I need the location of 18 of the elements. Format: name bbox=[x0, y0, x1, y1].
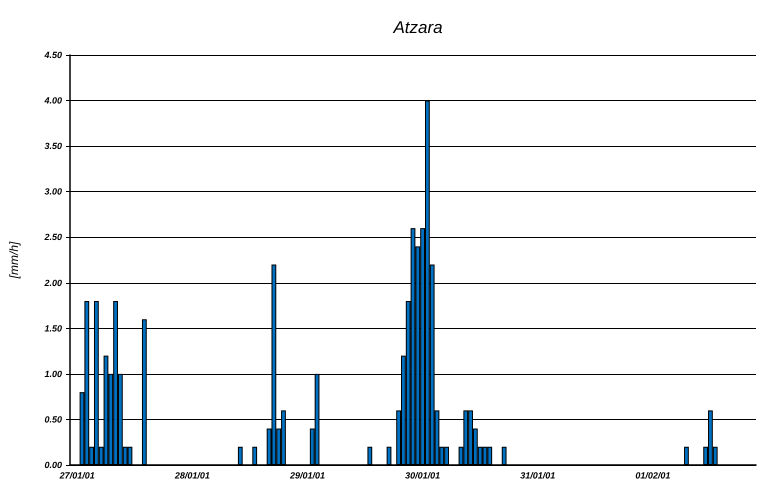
y-tick-label: 2.00 bbox=[43, 278, 62, 288]
x-tick-label: 30/01/01 bbox=[405, 470, 440, 480]
x-tick-label: 29/01/01 bbox=[288, 470, 325, 480]
x-tick-label: 01/02/01 bbox=[635, 470, 670, 480]
x-tick-label: 27/01/01 bbox=[58, 470, 95, 480]
y-tick-label: 1.00 bbox=[44, 368, 62, 379]
y-tick-label: 1.50 bbox=[44, 323, 62, 334]
chart-title: Atzara bbox=[392, 18, 443, 37]
x-tick-label: 28/01/01 bbox=[174, 470, 210, 480]
y-tick-label: 4.00 bbox=[43, 96, 62, 106]
y-tick-label: 2.50 bbox=[43, 232, 62, 242]
y-tick-label: 3.50 bbox=[44, 141, 62, 152]
y-tick-label: 0.50 bbox=[44, 414, 62, 424]
y-tick-label: 4.50 bbox=[43, 50, 62, 60]
y-tick-label: 3.00 bbox=[44, 186, 62, 197]
y-axis-title: [mm/h] bbox=[7, 241, 21, 280]
y-tick-label: 0.00 bbox=[44, 460, 62, 470]
x-tick-label: 31/01/01 bbox=[520, 470, 556, 480]
